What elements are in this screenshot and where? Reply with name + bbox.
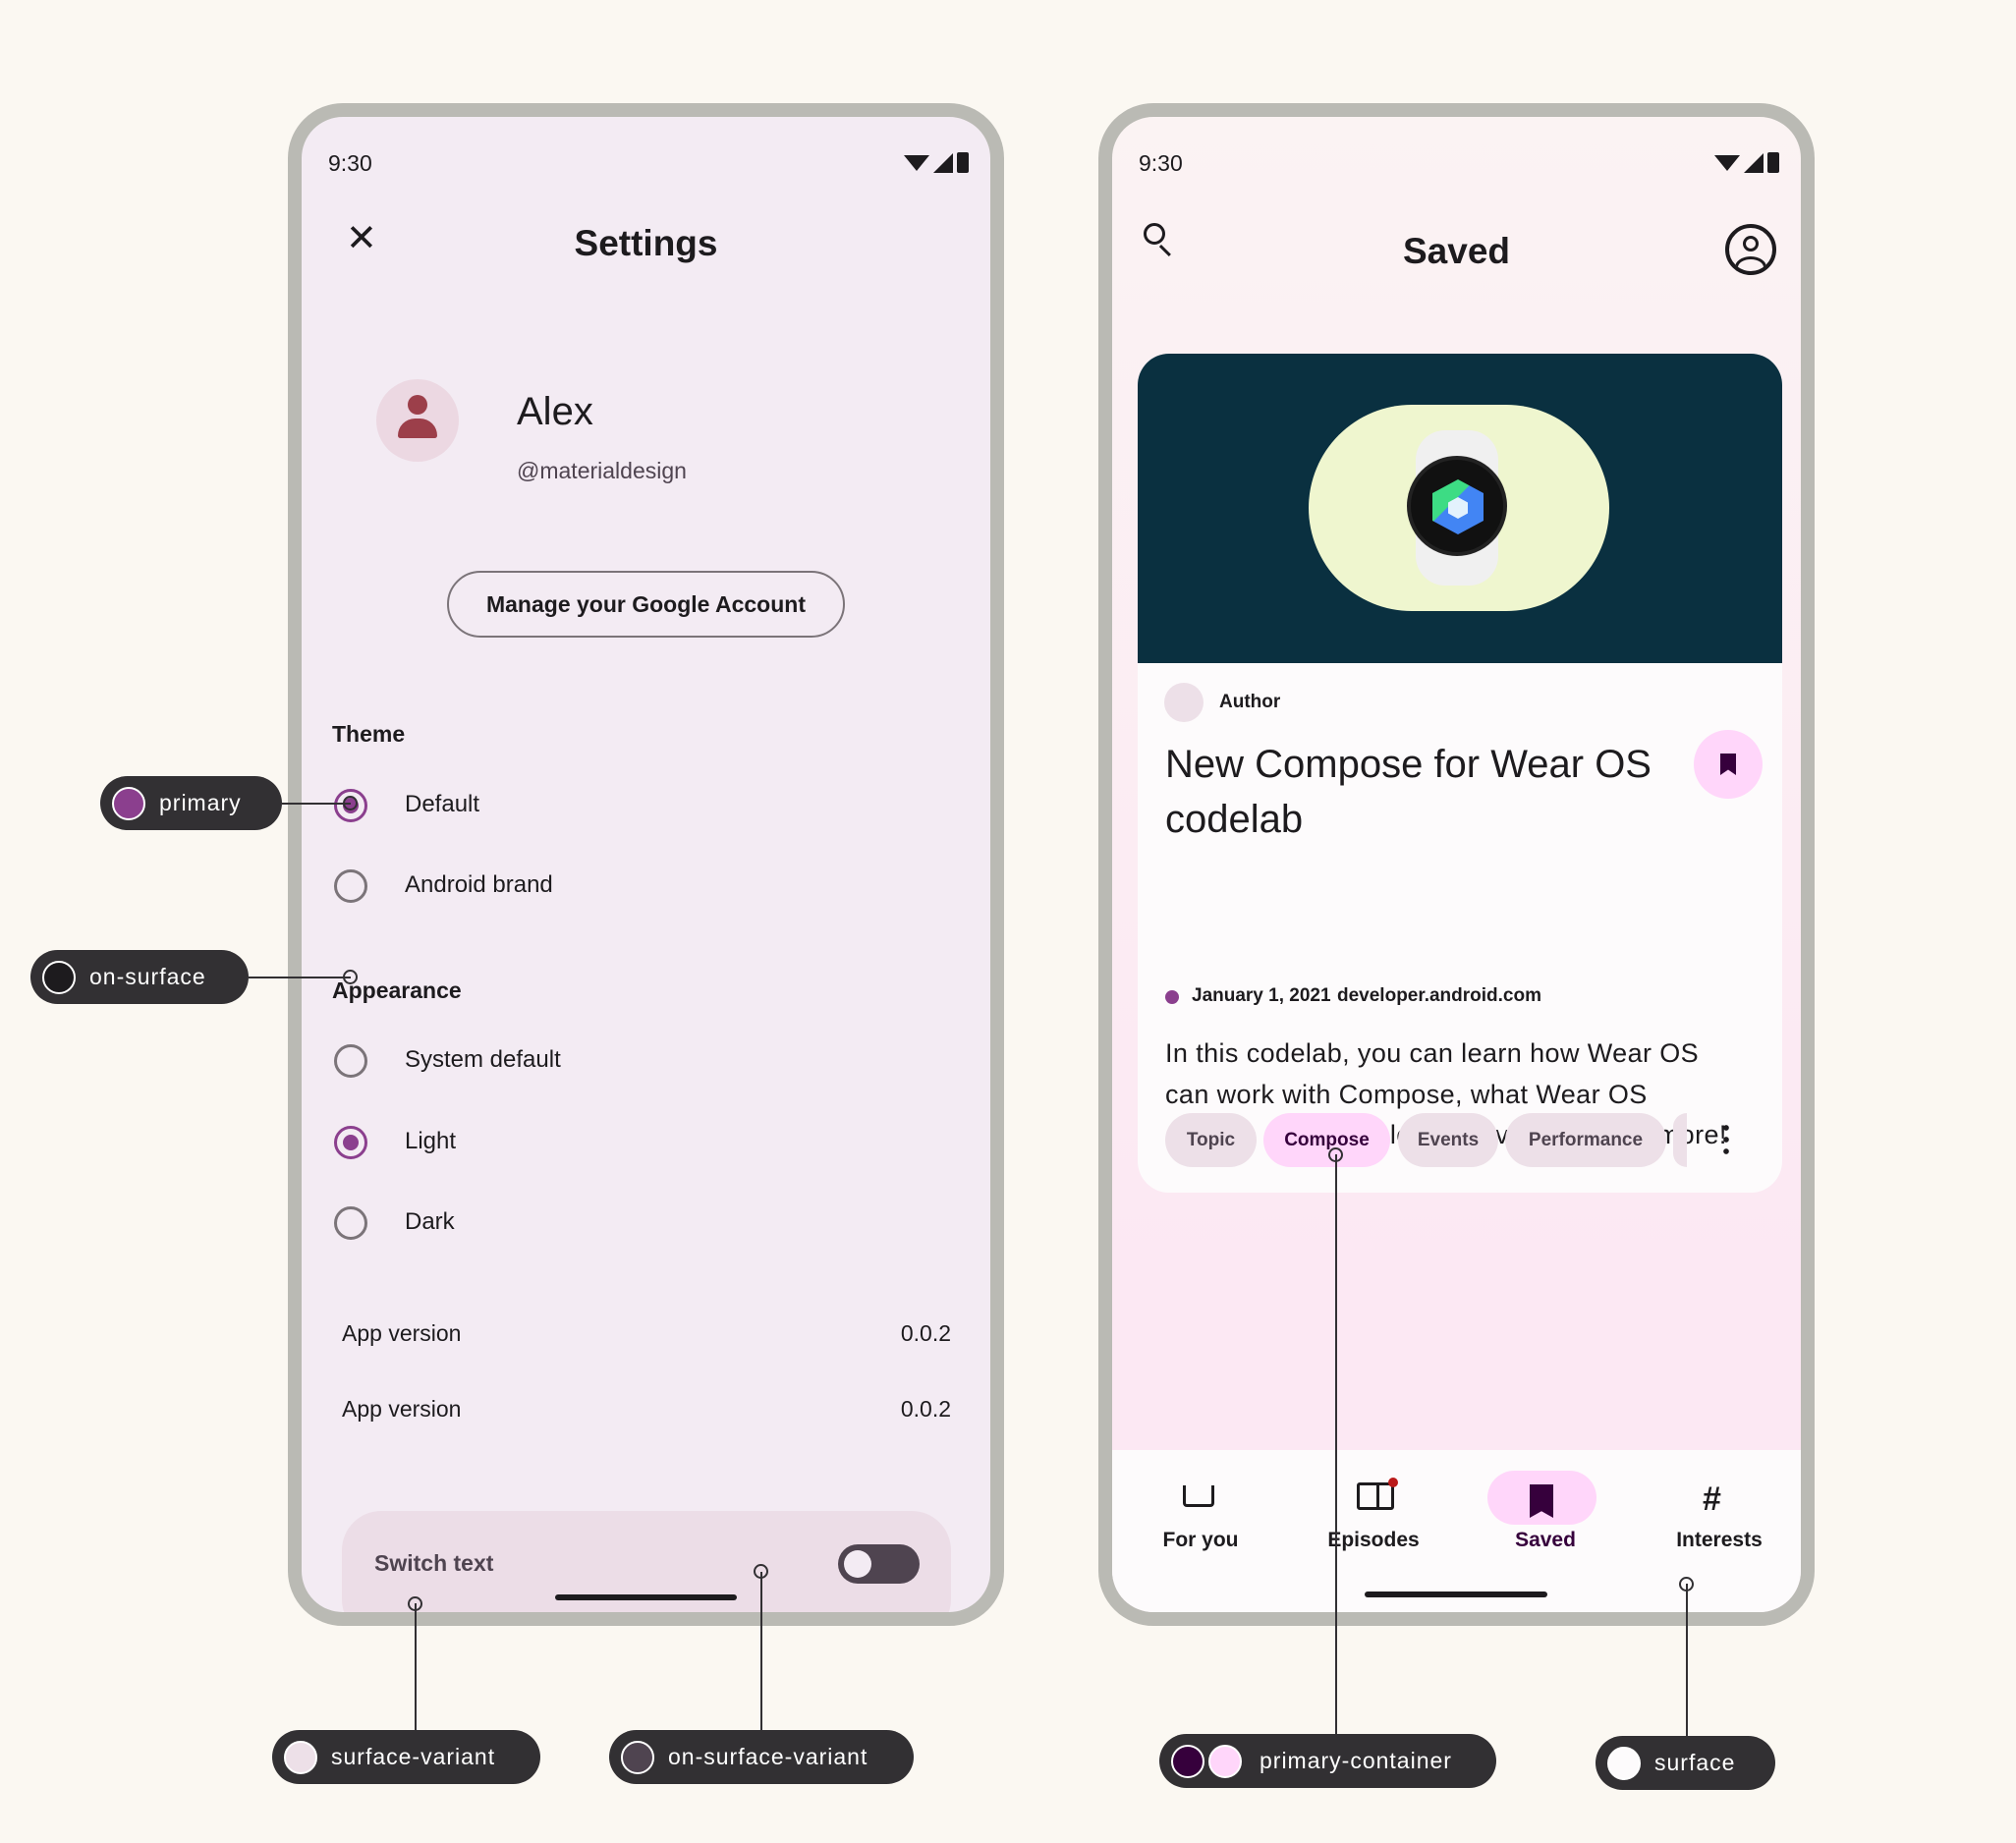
avatar	[376, 379, 459, 462]
chip-topic[interactable]: Topic	[1165, 1113, 1257, 1167]
nav-saved[interactable]: Saved	[1515, 1529, 1576, 1551]
author-avatar	[1164, 683, 1204, 722]
annotation-line	[249, 977, 351, 978]
settings-phone: 9:30 ✕ Settings Alex @materialdesign Man…	[288, 103, 1004, 1626]
app-version-value: 0.0.2	[900, 1396, 951, 1422]
article-date: January 1, 2021	[1192, 985, 1331, 1006]
annotation-primary-container: primary-container	[1159, 1734, 1496, 1788]
switch-label: Switch text	[374, 1550, 494, 1576]
annotation-point	[343, 796, 358, 810]
radio-system-default[interactable]	[334, 1044, 367, 1078]
home-indicator	[1365, 1592, 1547, 1597]
annotation-primary: primary	[100, 776, 282, 830]
annotation-line	[415, 1603, 417, 1731]
radio-label: Light	[405, 1128, 457, 1154]
radio-label: Android brand	[405, 871, 553, 898]
status-time: 9:30	[328, 150, 372, 176]
radio-label: System default	[405, 1046, 561, 1073]
annotation-point	[1679, 1577, 1694, 1592]
radio-dark[interactable]	[334, 1206, 367, 1240]
more-vert-icon[interactable]	[1723, 1122, 1729, 1157]
user-handle: @materialdesign	[517, 458, 687, 483]
bookmark-button[interactable]	[1694, 730, 1763, 799]
wifi-icon	[1714, 154, 1740, 171]
annotation-line	[1335, 1154, 1337, 1736]
nav-for-you[interactable]: For you	[1162, 1529, 1239, 1551]
article-title: New Compose for Wear OS codelab	[1165, 743, 1652, 841]
wifi-icon	[904, 154, 929, 171]
annotation-point	[343, 970, 358, 984]
annotation-point	[1328, 1147, 1343, 1162]
battery-icon	[957, 152, 969, 173]
app-version-label: App version	[342, 1320, 462, 1346]
chip-performance[interactable]: Performance	[1505, 1113, 1666, 1167]
user-name: Alex	[517, 390, 593, 433]
radio-android-brand[interactable]	[334, 869, 367, 903]
page-title: Settings	[574, 223, 718, 263]
close-icon[interactable]: ✕	[346, 218, 377, 259]
inbox-sparkle-icon	[1183, 1485, 1214, 1507]
status-icons	[904, 152, 969, 173]
article-card[interactable]: Author New Compose for Wear OS codelab J…	[1138, 354, 1782, 1193]
switch-card: Switch text	[342, 1511, 951, 1612]
hash-icon: #	[1703, 1480, 1721, 1518]
app-version-value: 0.0.2	[900, 1320, 951, 1346]
signal-icon	[933, 152, 953, 173]
annotation-surface-variant: surface-variant	[272, 1730, 540, 1784]
annotation-line	[760, 1572, 762, 1731]
book-icon	[1357, 1482, 1394, 1510]
status-icons	[1714, 152, 1779, 173]
signal-icon	[1744, 152, 1764, 173]
annotation-surface: surface	[1596, 1736, 1775, 1790]
chip-overflow[interactable]	[1673, 1113, 1687, 1167]
bookmark-icon	[1720, 754, 1736, 775]
home-indicator	[555, 1594, 737, 1600]
nav-interests[interactable]: Interests	[1676, 1529, 1763, 1551]
notification-badge	[1388, 1478, 1398, 1487]
saved-phone: 9:30 Saved Author New Compose for Wear O…	[1098, 103, 1815, 1626]
unread-dot	[1165, 990, 1179, 1004]
annotation-line	[1686, 1584, 1688, 1736]
status-time: 9:30	[1139, 150, 1183, 176]
card-image	[1138, 354, 1782, 663]
app-version-label: App version	[342, 1396, 462, 1422]
switch-toggle[interactable]	[838, 1544, 920, 1584]
account-icon[interactable]	[1725, 224, 1776, 275]
battery-icon	[1767, 152, 1779, 173]
radio-label: Default	[405, 791, 480, 817]
annotation-point	[754, 1564, 768, 1579]
manage-account-button[interactable]: Manage your Google Account	[447, 571, 845, 638]
annotation-on-surface-variant: on-surface-variant	[609, 1730, 914, 1784]
radio-label: Dark	[405, 1208, 455, 1235]
page-title: Saved	[1402, 231, 1510, 271]
person-icon	[408, 395, 427, 415]
theme-heading: Theme	[332, 721, 406, 747]
search-icon[interactable]	[1144, 223, 1175, 257]
annotation-on-surface: on-surface	[30, 950, 249, 1004]
radio-light[interactable]	[334, 1126, 367, 1159]
nav-episodes[interactable]: Episodes	[1327, 1529, 1420, 1551]
watch-face	[1407, 456, 1507, 556]
author-name: Author	[1219, 692, 1281, 712]
article-source[interactable]: developer.android.com	[1337, 985, 1541, 1006]
chip-events[interactable]: Events	[1398, 1113, 1498, 1167]
annotation-line	[282, 803, 351, 805]
chip-compose[interactable]: Compose	[1263, 1113, 1390, 1167]
annotation-point	[408, 1596, 422, 1611]
